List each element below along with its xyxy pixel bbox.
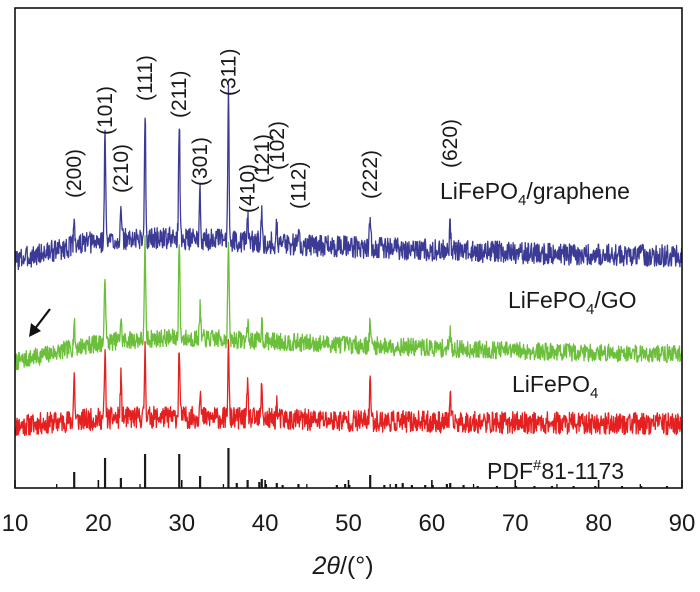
peak-label-111: (111) [134, 55, 157, 101]
reference-label: PDF#81-1173 [487, 457, 624, 484]
x-tick-label-60: 60 [419, 510, 446, 537]
x-axis: 10 20 30 40 50 60 70 80 90 [2, 480, 696, 537]
x-tick-label-40: 40 [252, 510, 279, 537]
peak-labels: (200) (101) (210) (111) (211) (301) (311) (410)… [63, 49, 462, 213]
x-tick-label-10: 10 [2, 510, 29, 537]
peak-label-101: (101) [94, 86, 117, 135]
peak-label-112: (112) [287, 162, 310, 209]
series-label-lifepo4: LiFePO4 [512, 371, 598, 402]
x-tick-label-80: 80 [585, 510, 612, 537]
peak-label-102: (102) [266, 121, 289, 170]
peak-label-210: (210) [110, 144, 133, 193]
x-tick-label-90: 90 [669, 510, 696, 537]
series-layer [14, 83, 683, 436]
series-label-go: LiFePO4/GO [508, 287, 637, 318]
peak-label-311: (311) [217, 49, 240, 96]
peak-label-211: (211) [168, 71, 191, 118]
series-line-1 [14, 83, 683, 271]
peak-label-222: (222) [359, 150, 382, 199]
peak-label-121: (121) [251, 134, 274, 183]
reference-pattern [73, 448, 669, 488]
series-line-3 [14, 339, 683, 436]
x-tick-label-20: 20 [85, 510, 112, 537]
series-label-graphene: LiFePO4/graphene [440, 178, 630, 209]
series-line-2 [14, 235, 683, 371]
peak-label-301: (301) [189, 137, 212, 186]
peak-label-620: (620) [439, 119, 462, 168]
x-tick-label-50: 50 [335, 510, 362, 537]
peak-label-200: (200) [63, 149, 86, 198]
x-axis-title: 2θ/(°) [311, 552, 373, 580]
x-tick-label-30: 30 [168, 510, 195, 537]
peak-label-410: (410) [237, 164, 260, 213]
annotation-arrow [29, 308, 51, 337]
x-tick-label-70: 70 [502, 510, 529, 537]
